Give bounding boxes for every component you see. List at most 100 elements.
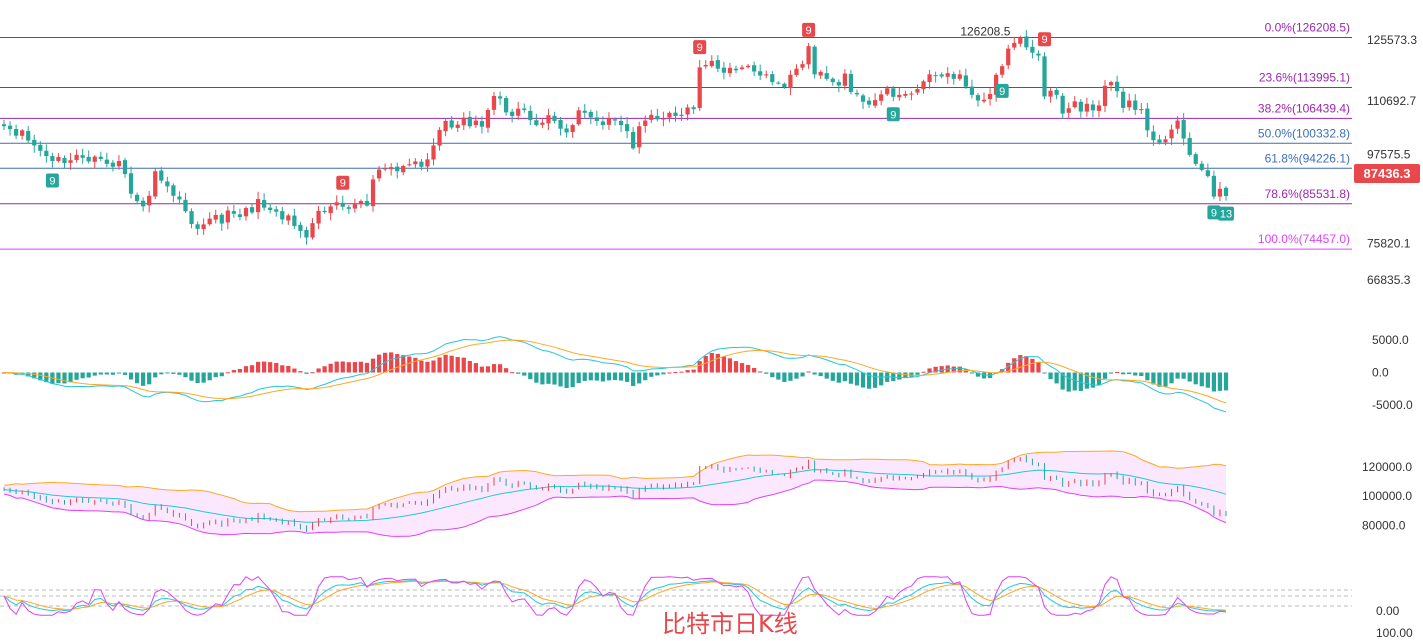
macd-dea-line [3,339,1227,404]
candle-body [1072,101,1077,108]
candle-body [854,93,860,95]
candle-body [62,158,67,164]
td-marker-label: 9 [1041,34,1047,46]
td-marker-box [1038,32,1052,47]
candle-body [752,65,757,72]
candle-body [721,67,727,73]
candle-body [485,109,491,128]
y-tick-label: 0.00 [1376,604,1400,618]
candle-body [189,211,194,224]
boll-band-fill [4,451,1226,537]
candle-body [564,128,569,133]
macd-bar [497,364,503,373]
y-tick-label: 125573.3 [1367,33,1417,47]
macd-bar [171,372,176,374]
y-tick-label: 100000.0 [1362,489,1412,503]
macd-bar [32,372,37,379]
candle-body [20,130,25,136]
candle-body [1193,154,1198,164]
macd-bar [667,372,672,374]
macd-bar [280,365,285,373]
candle-body [316,210,321,224]
candle-body [1127,100,1132,108]
candle-body [98,156,103,159]
macd-bar [1175,372,1180,379]
td-marker-box [1218,206,1234,221]
candle-body [74,154,79,160]
kdj-y-axis: 0.00 100.00 [1376,604,1413,640]
macd-bar [122,372,128,375]
candle-body [510,111,515,117]
macd-bar [328,363,333,373]
macd-bar [788,372,793,381]
candle-body [1054,89,1059,95]
y-tick-label: 97575.5 [1367,148,1411,162]
candle-body [915,89,920,93]
macd-bar [1072,372,1077,391]
macd-bar [1030,358,1035,373]
candle-body [1096,105,1102,111]
candle-body [957,74,962,79]
macd-bar [1084,372,1089,389]
candle-body [455,124,460,128]
macd-bar [1139,372,1144,377]
macd-bar [183,372,188,378]
candle-body [425,159,430,167]
macd-bar [110,372,116,375]
macd-bar [298,371,303,373]
macd-bar [467,361,472,373]
candle-body [1121,91,1126,108]
macd-bar [62,372,67,384]
candle-body [800,64,805,68]
macd-bar [92,372,97,376]
candle-body [879,94,884,101]
macd-bar [933,366,938,373]
macd-bar [255,361,261,373]
macd-bar [606,372,612,381]
candle-body [171,185,176,196]
macd-bar [921,371,926,373]
kdj-d-line [3,580,1227,611]
macd-bar [655,372,660,376]
td-marker-label: 9 [806,25,812,37]
macd-bar [56,372,61,384]
candle-body [933,75,938,77]
macd-bar [177,372,182,375]
candle-body [703,64,708,67]
fib-label: 50.0%(100332.8) [1258,126,1350,140]
candle-body [1084,103,1089,112]
candle-body [522,108,527,110]
macd-bar [727,358,733,373]
macd-bar [806,371,811,373]
candle-body [673,112,678,117]
y-tick-label: 100.00 [1376,626,1413,640]
macd-bar [425,361,430,373]
candle-body [128,173,134,194]
candle-body [618,120,624,126]
main-panel: 0.0%(126208.5) 23.6%(113995.1) 38.2%(10643… [0,21,1417,287]
candle-body [1145,108,1150,131]
candle-body [1090,104,1096,111]
candle-body [770,74,775,83]
candle-body [298,224,303,231]
candle-body [685,107,690,115]
macd-bar [1024,356,1029,373]
macd-bar [691,369,696,373]
macd-bar [237,368,243,373]
candle-body [1066,108,1071,113]
macd-bar [1151,372,1156,385]
candle-body [661,118,666,120]
macd-bar [1223,372,1229,391]
candle-body [44,150,49,157]
macd-bar [1217,372,1223,391]
macd-bar [98,372,103,375]
fibonacci-levels: 0.0%(126208.5) 23.6%(113995.1) 38.2%(10643… [0,21,1352,250]
td-marker-label: 9 [890,109,896,121]
macd-y-axis: 5000.0 0.0 -5000.0 [1372,333,1413,412]
macd-bar [1054,372,1059,384]
candle-body [431,145,436,160]
candle-body [165,181,170,187]
macd-bar [376,354,382,373]
macd-bar [340,361,345,373]
macd-bar [1078,372,1083,391]
